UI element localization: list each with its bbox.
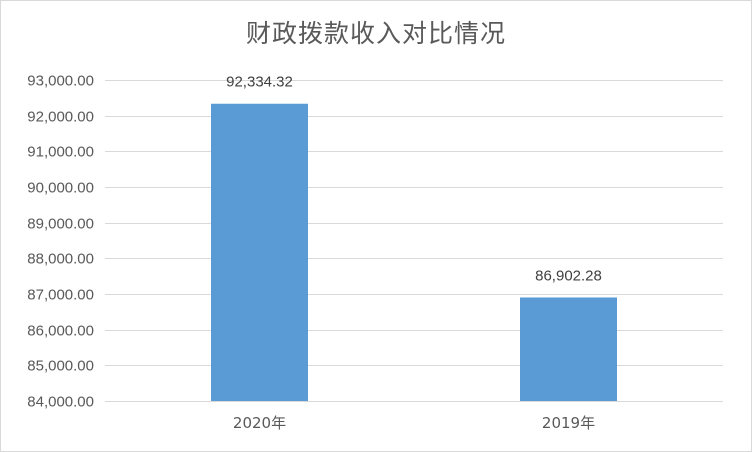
y-tick-label: 91,000.00 [27, 144, 94, 161]
y-tick-label: 92,000.00 [27, 109, 94, 126]
bar-value-label: 92,334.32 [226, 74, 293, 91]
data-labels: 92,334.32 86,902.28 [226, 74, 602, 285]
y-tick-label: 90,000.00 [27, 180, 94, 197]
y-tick-label: 86,000.00 [27, 323, 94, 340]
chart-title: 财政拨款收入对比情况 [245, 19, 506, 48]
bar [520, 297, 617, 401]
bars [211, 103, 617, 401]
x-category-label: 2019年 [542, 414, 595, 432]
x-axis-categories: 2020年 2019年 [233, 414, 595, 432]
y-tick-label: 87,000.00 [27, 287, 94, 304]
y-tick-label: 85,000.00 [27, 358, 94, 375]
x-category-label: 2020年 [233, 414, 286, 432]
y-tick-label: 93,000.00 [27, 73, 94, 90]
y-tick-label: 88,000.00 [27, 251, 94, 268]
y-tick-label: 89,000.00 [27, 216, 94, 233]
bar [211, 103, 308, 401]
bar-value-label: 86,902.28 [535, 267, 602, 284]
y-axis-ticks: 84,000.00 85,000.00 86,000.00 87,000.00 88,0… [27, 73, 94, 411]
grid-lines [105, 80, 723, 402]
y-tick-label: 84,000.00 [27, 394, 94, 411]
